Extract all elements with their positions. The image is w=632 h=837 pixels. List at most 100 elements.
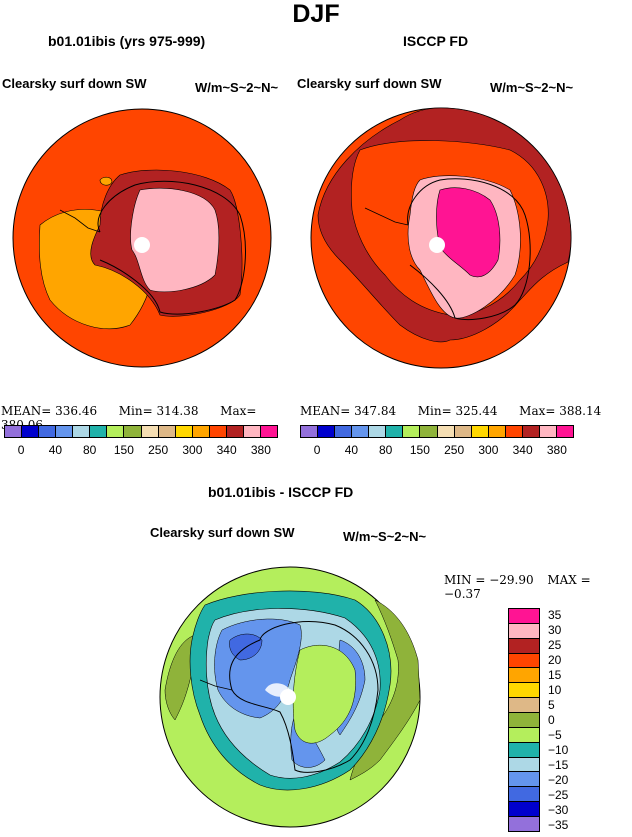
diff-max-value: −0.37 bbox=[444, 587, 481, 601]
right-panel-title: ISCCP FD bbox=[403, 33, 469, 49]
colorbar-swatch bbox=[107, 426, 125, 437]
colorbar-swatch bbox=[192, 426, 210, 437]
colorbar-swatch bbox=[158, 426, 176, 437]
right-colorbar bbox=[300, 425, 574, 438]
colorbar-tick-label: 40 bbox=[48, 443, 63, 457]
colorbar-tick-label: 40 bbox=[344, 443, 359, 457]
right-max-label: Max= bbox=[519, 404, 556, 418]
colorbar-swatch bbox=[454, 426, 472, 437]
right-max-value: 388.14 bbox=[559, 404, 602, 418]
colorbar-tick-label: −5 bbox=[548, 727, 562, 742]
left-min-value: 314.38 bbox=[156, 404, 199, 418]
colorbar-swatch bbox=[509, 713, 539, 728]
colorbar-tick-label: 380 bbox=[250, 443, 271, 457]
colorbar-tick-label: −30 bbox=[548, 802, 569, 817]
colorbar-swatch bbox=[509, 757, 539, 773]
colorbar-tick-label: 250 bbox=[148, 443, 169, 457]
colorbar-swatch bbox=[509, 638, 539, 654]
colorbar-swatch bbox=[509, 653, 539, 669]
colorbar-swatch bbox=[509, 623, 539, 639]
colorbar-tick-label: 5 bbox=[548, 698, 555, 713]
diff-colorbar-labels: 35 30 25 20 15 10 5 0 −5 −10 −15 −20 −25 −30 −35 bbox=[548, 608, 588, 832]
diff-panel-title: b01.01ibis - ISCCP FD bbox=[208, 484, 354, 500]
colorbar-swatch bbox=[539, 426, 557, 437]
colorbar-tick-label: 15 bbox=[548, 668, 562, 683]
colorbar-tick-label: 25 bbox=[548, 638, 562, 653]
colorbar-swatch bbox=[403, 426, 421, 437]
colorbar-swatch bbox=[260, 426, 277, 437]
colorbar-swatch bbox=[73, 426, 91, 437]
colorbar-swatch bbox=[175, 426, 193, 437]
colorbar-swatch bbox=[509, 787, 539, 803]
colorbar-swatch bbox=[509, 802, 539, 818]
colorbar-tick-label: −20 bbox=[548, 772, 569, 787]
colorbar-tick-label: −15 bbox=[548, 757, 569, 772]
colorbar-tick-label: −35 bbox=[548, 817, 569, 832]
right-min-value: 325.44 bbox=[455, 404, 498, 418]
colorbar-swatch bbox=[90, 426, 108, 437]
colorbar-swatch bbox=[522, 426, 540, 437]
colorbar-swatch bbox=[509, 698, 539, 714]
colorbar-tick-label: 0 bbox=[313, 443, 321, 457]
left-panel-title: b01.01ibis (yrs 975-999) bbox=[48, 33, 206, 49]
colorbar-tick-label: 340 bbox=[216, 443, 237, 457]
diff-units-label: W/m~S~2~N~ bbox=[343, 529, 427, 544]
colorbar-tick-label: 300 bbox=[478, 443, 499, 457]
right-mean-label: MEAN= bbox=[300, 404, 351, 418]
colorbar-swatch bbox=[471, 426, 489, 437]
colorbar-swatch bbox=[509, 742, 539, 758]
colorbar-swatch bbox=[39, 426, 57, 437]
diff-stats: MIN = −29.90 MAX = −0.37 bbox=[444, 573, 632, 601]
colorbar-swatch bbox=[509, 668, 539, 684]
diff-colorbar bbox=[508, 608, 540, 832]
left-max-label: Max= bbox=[220, 404, 257, 418]
colorbar-tick-label: 0 bbox=[548, 713, 555, 727]
left-units-label: W/m~S~2~N~ bbox=[195, 80, 279, 95]
colorbar-tick-label: −25 bbox=[548, 787, 569, 802]
right-units-label: W/m~S~2~N~ bbox=[490, 80, 574, 95]
left-mean-value: 336.46 bbox=[55, 404, 98, 418]
colorbar-swatch bbox=[56, 426, 74, 437]
colorbar-tick-label: 20 bbox=[548, 653, 562, 668]
colorbar-swatch bbox=[5, 426, 23, 437]
colorbar-tick-label: 150 bbox=[113, 443, 134, 457]
colorbar-swatch bbox=[124, 426, 142, 437]
colorbar-swatch bbox=[488, 426, 506, 437]
left-stats: MEAN= 336.46 Min= 314.38 Max= 380.06 bbox=[1, 404, 291, 432]
colorbar-swatch bbox=[509, 772, 539, 788]
left-field-label: Clearsky surf down SW bbox=[2, 76, 147, 91]
colorbar-swatch bbox=[369, 426, 387, 437]
colorbar-swatch bbox=[226, 426, 244, 437]
colorbar-swatch bbox=[141, 426, 159, 437]
colorbar-swatch bbox=[301, 426, 319, 437]
left-mean-label: MEAN= bbox=[1, 404, 52, 418]
colorbar-tick-label: 80 bbox=[378, 443, 393, 457]
right-mean-value: 347.84 bbox=[354, 404, 397, 418]
colorbar-tick-label: 35 bbox=[548, 608, 562, 623]
colorbar-tick-label: 0 bbox=[17, 443, 25, 457]
colorbar-swatch bbox=[420, 426, 438, 437]
colorbar-tick-label: 250 bbox=[444, 443, 465, 457]
figure-title: DJF bbox=[292, 0, 340, 28]
colorbar-swatch bbox=[509, 727, 539, 743]
colorbar-swatch bbox=[318, 426, 336, 437]
right-stats: MEAN= 347.84 Min= 325.44 Max= 388.14 bbox=[300, 404, 632, 418]
colorbar-swatch bbox=[335, 426, 353, 437]
colorbar-swatch bbox=[556, 426, 573, 437]
colorbar-swatch bbox=[437, 426, 455, 437]
colorbar-swatch bbox=[209, 426, 227, 437]
left-min-label: Min= bbox=[118, 404, 153, 418]
colorbar-swatch bbox=[505, 426, 523, 437]
colorbar-tick-label: 340 bbox=[512, 443, 533, 457]
colorbar-swatch bbox=[352, 426, 370, 437]
diff-min-label: MIN = bbox=[444, 573, 486, 587]
diff-min-value: −29.90 bbox=[489, 573, 534, 587]
colorbar-tick-label: 300 bbox=[182, 443, 203, 457]
colorbar-swatch bbox=[243, 426, 261, 437]
colorbar-tick-label: 380 bbox=[546, 443, 567, 457]
colorbar-swatch bbox=[386, 426, 404, 437]
colorbar-tick-label: 30 bbox=[548, 623, 562, 638]
colorbar-tick-label: 10 bbox=[548, 683, 562, 698]
colorbar-swatch bbox=[509, 609, 539, 624]
colorbar-swatch bbox=[509, 817, 539, 831]
